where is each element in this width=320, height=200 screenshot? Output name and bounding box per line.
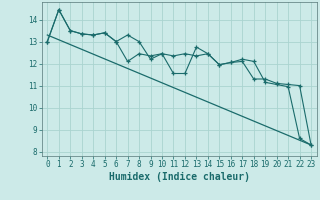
X-axis label: Humidex (Indice chaleur): Humidex (Indice chaleur) [109, 172, 250, 182]
